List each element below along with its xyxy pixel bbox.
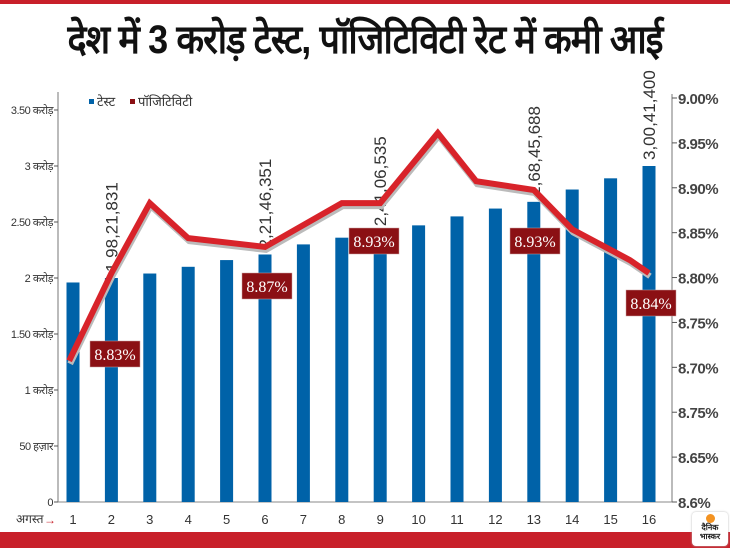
bar-value-label: 2,41,06,535 xyxy=(371,136,390,226)
logo-line1: दैनिक xyxy=(701,523,719,532)
x-axis-tick-label: 5 xyxy=(223,512,230,527)
x-axis-tick-label: 13 xyxy=(527,512,541,527)
x-axis-tick-label: 2 xyxy=(108,512,115,527)
right-axis-tick-label: 8.80% xyxy=(678,271,718,288)
bar-tests xyxy=(143,273,157,502)
legend-tests-swatch xyxy=(89,99,94,104)
right-axis-tick-label: 8.75% xyxy=(678,405,718,422)
x-axis-tick-label: 15 xyxy=(603,512,617,527)
left-axis-tick-label: 2.50 करोड़ xyxy=(11,216,54,229)
x-axis-tick-label: 1 xyxy=(69,512,76,527)
legend-positivity-swatch xyxy=(130,99,135,104)
x-axis-tick-label: 4 xyxy=(185,512,192,527)
x-axis-tick-label: 12 xyxy=(488,512,502,527)
bar-tests xyxy=(373,232,387,502)
left-axis-tick-label: 50 हज़ार xyxy=(19,441,54,453)
right-axis-tick-label: 8.90% xyxy=(678,181,718,198)
x-axis-tick-label: 6 xyxy=(261,512,268,527)
logo-sun-icon xyxy=(705,514,715,523)
left-axis-tick-label: 2 करोड़ xyxy=(25,272,54,285)
left-axis-tick-label: 3 करोड़ xyxy=(25,160,54,173)
bar-tests xyxy=(488,208,502,502)
right-axis-tick-label: 8.95% xyxy=(678,136,718,153)
x-axis-tick-label: 16 xyxy=(642,512,656,527)
positivity-label-box xyxy=(348,227,400,255)
bar-tests xyxy=(296,244,310,502)
bar-tests xyxy=(565,189,579,502)
right-axis-tick-label: 8.85% xyxy=(678,226,718,243)
positivity-label: 8.84% xyxy=(630,296,671,313)
legend-tests-label: टेस्ट xyxy=(97,94,116,109)
bar-value-label: 3,00,41,400 xyxy=(640,70,659,160)
bar-tests xyxy=(604,178,618,502)
x-axis-tick-label: 11 xyxy=(450,512,464,527)
positivity-label: 8.87% xyxy=(246,279,287,296)
positivity-label-box xyxy=(241,272,293,300)
bar-tests xyxy=(450,216,464,502)
bar-tests xyxy=(642,166,656,502)
x-axis-tick-label: 7 xyxy=(300,512,307,527)
bar-tests xyxy=(181,266,195,502)
x-axis-tick-label: 8 xyxy=(338,512,345,527)
right-axis-tick-label: 8.70% xyxy=(678,360,718,377)
logo-line2: भास्कर xyxy=(699,532,721,541)
right-axis-tick-label: 8.75% xyxy=(678,315,718,332)
x-axis-tick-label: 3 xyxy=(146,512,153,527)
positivity-label-box xyxy=(509,227,561,255)
right-axis-tick-label: 9.00% xyxy=(678,91,718,108)
bar-tests xyxy=(220,260,234,502)
left-axis-tick-label: 0 xyxy=(47,497,53,509)
bar-value-label: 2,21,46,351 xyxy=(256,159,275,249)
positivity-label-box xyxy=(89,340,141,368)
legend-positivity-label: पॉजिटिविटी xyxy=(138,94,193,109)
x-axis-tick-label: 10 xyxy=(411,512,425,527)
bar-tests xyxy=(335,237,349,502)
x-axis-tick-label: 14 xyxy=(565,512,579,527)
chart-title: देश में 3 करोड़ टेस्ट, पॉजिटिविटी रेट मे… xyxy=(67,18,663,62)
x-axis-tick-label: 9 xyxy=(377,512,384,527)
bar-tests xyxy=(527,201,541,502)
bar-value-label: 1,98,21,831 xyxy=(102,182,121,272)
bar-value-label: 2,68,45,688 xyxy=(525,106,544,196)
dainik-bhaskar-logo: दैनिक भास्कर xyxy=(692,512,728,546)
x-axis-title: अगस्त xyxy=(16,512,45,526)
bar-tests xyxy=(412,225,426,503)
bar-tests xyxy=(66,282,80,502)
x-axis-arrow-icon: → xyxy=(44,513,56,527)
bar-tests xyxy=(104,278,118,502)
bar-tests xyxy=(258,254,272,502)
positivity-label: 8.93% xyxy=(353,234,394,251)
bottom-accent-bar xyxy=(0,532,730,548)
right-axis-tick-label: 8.65% xyxy=(678,450,718,467)
line-positivity xyxy=(66,128,651,363)
positivity-label: 8.93% xyxy=(514,234,555,251)
positivity-label-box xyxy=(625,289,677,317)
right-axis-tick-label: 8.6% xyxy=(678,495,710,512)
top-accent-bar xyxy=(0,0,730,4)
left-axis-tick-label: 1.50 करोड़ xyxy=(11,328,54,341)
left-axis-tick-label: 3.50 करोड़ xyxy=(11,104,54,117)
left-axis-tick-label: 1 करोड़ xyxy=(25,384,54,397)
positivity-label: 8.83% xyxy=(94,347,135,364)
